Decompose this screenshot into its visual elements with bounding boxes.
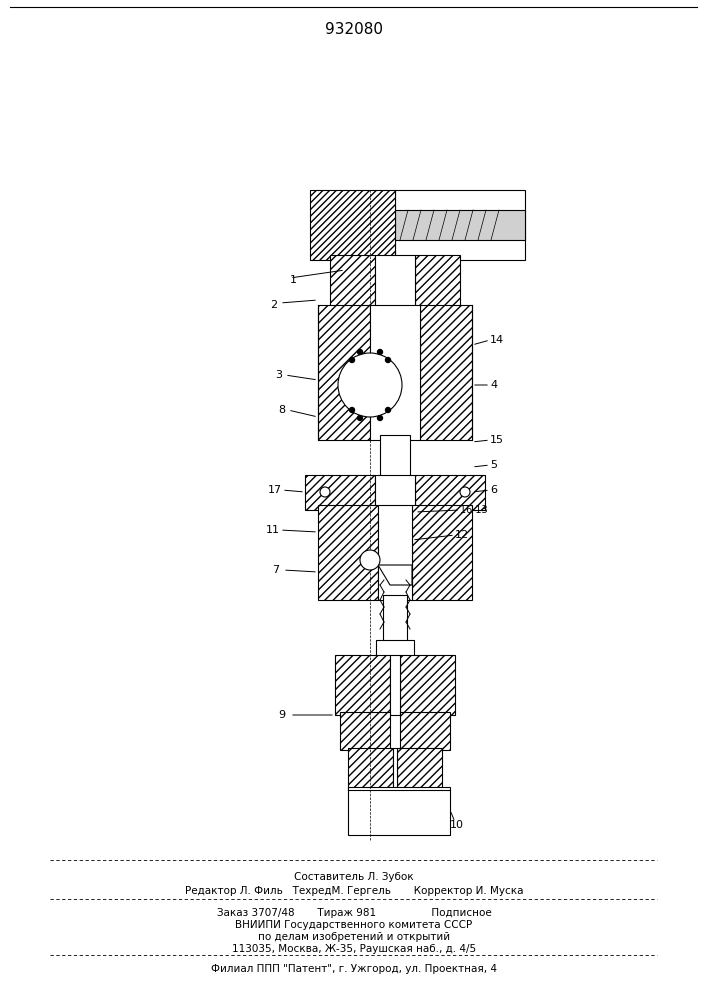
Bar [310, 190, 395, 260]
Circle shape [378, 350, 382, 355]
Circle shape [360, 550, 380, 570]
Text: 17: 17 [268, 485, 282, 495]
Text: Филиал ППП "Патент", г. Ужгород, ул. Проектная, 4: Филиал ППП "Патент", г. Ужгород, ул. Про… [211, 964, 497, 974]
Text: 15: 15 [490, 435, 504, 445]
Text: 113035, Москва, Ж-35, Раушская наб., д. 4/5: 113035, Москва, Ж-35, Раушская наб., д. … [232, 944, 476, 954]
Bar [340, 712, 390, 750]
Bar [335, 655, 390, 715]
Text: Составитель Л. Зубок: Составитель Л. Зубок [294, 872, 414, 882]
Bar [395, 210, 525, 240]
Circle shape [320, 487, 330, 497]
Text: 12: 12 [455, 530, 469, 540]
Text: ВНИИПИ Государственного комитета СССР: ВНИИПИ Государственного комитета СССР [235, 920, 472, 930]
Bar [415, 475, 485, 510]
Text: 9: 9 [278, 710, 285, 720]
Bar [348, 748, 393, 790]
Text: Редактор Л. Филь   ТехредМ. Гергель       Корректор И. Муска: Редактор Л. Филь ТехредМ. Гергель Коррек… [185, 886, 523, 896]
Circle shape [349, 358, 354, 362]
Bar [376, 640, 414, 660]
Bar [318, 305, 370, 440]
Text: 932080: 932080 [325, 22, 383, 37]
Text: 3: 3 [275, 370, 282, 380]
Bar [375, 475, 415, 510]
Text: 6: 6 [490, 485, 497, 495]
Bar [348, 787, 450, 835]
Text: 2: 2 [270, 300, 277, 310]
Bar [400, 712, 450, 750]
Circle shape [338, 353, 402, 417]
Bar [420, 305, 472, 440]
Circle shape [385, 408, 390, 412]
Text: 5: 5 [490, 460, 497, 470]
Bar [330, 255, 375, 310]
Text: Заказ 3707/48       Тираж 981                 Подписное: Заказ 3707/48 Тираж 981 Подписное [216, 908, 491, 918]
Circle shape [385, 358, 390, 362]
Bar [378, 505, 412, 600]
Text: 8: 8 [278, 405, 285, 415]
Bar [397, 748, 442, 790]
Bar [393, 748, 397, 790]
Polygon shape [378, 565, 412, 585]
Text: 4: 4 [490, 380, 497, 390]
Bar [383, 595, 407, 645]
Text: 10: 10 [450, 820, 464, 830]
Bar [415, 255, 460, 310]
Text: 14: 14 [490, 335, 504, 345]
Circle shape [349, 408, 354, 412]
Text: 11: 11 [266, 525, 280, 535]
Text: 7: 7 [272, 565, 279, 575]
Bar [380, 435, 410, 480]
Bar [395, 190, 525, 260]
Bar [390, 655, 400, 715]
Circle shape [358, 350, 363, 355]
Bar [318, 505, 378, 600]
Bar [305, 475, 375, 510]
Circle shape [460, 487, 470, 497]
Circle shape [378, 416, 382, 420]
Circle shape [358, 416, 363, 420]
Text: 16 13: 16 13 [460, 505, 488, 515]
Bar [370, 305, 420, 440]
Text: по делам изобретений и открытий: по делам изобретений и открытий [258, 932, 450, 942]
Text: 1: 1 [290, 275, 297, 285]
Bar [400, 655, 455, 715]
Bar [375, 255, 415, 310]
Bar [412, 505, 472, 600]
